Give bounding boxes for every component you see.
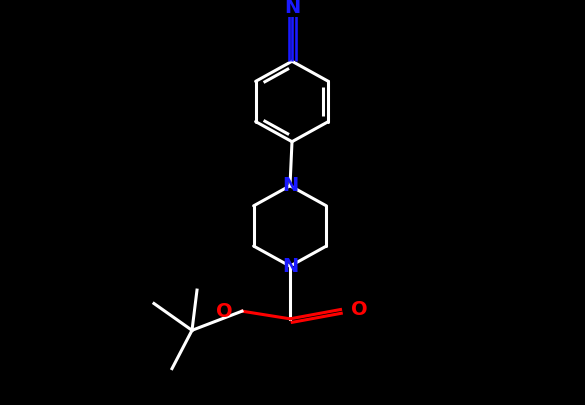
Text: O: O bbox=[216, 302, 233, 321]
Text: N: N bbox=[282, 176, 298, 195]
Text: O: O bbox=[351, 300, 367, 319]
Text: N: N bbox=[282, 257, 298, 276]
Text: N: N bbox=[284, 0, 300, 17]
